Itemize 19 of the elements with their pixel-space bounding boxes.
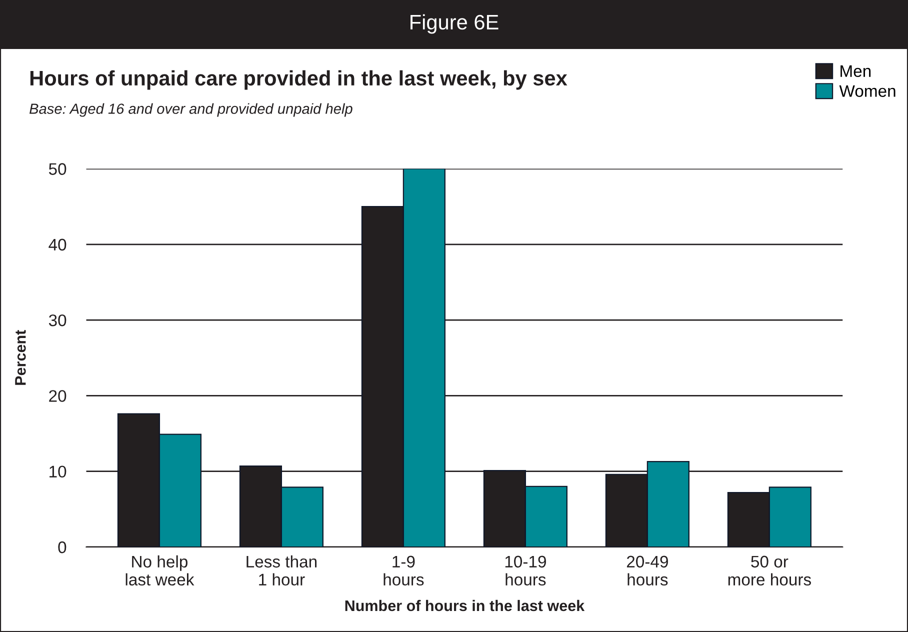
y-tick-label: 10 — [50, 466, 66, 478]
chart-subtitle: Base: Aged 16 and over and provided unpaid help — [30, 103, 352, 117]
y-tick-label: 0 — [58, 541, 66, 554]
x-tick-label: No help last week — [126, 555, 194, 586]
y-tick-label: 30 — [48, 314, 66, 326]
x-tick-label: 50 or more hours — [728, 556, 811, 586]
y-axis-title: Percent — [15, 330, 26, 385]
x-axis-title: Number of hours in the last week — [345, 600, 585, 612]
y-tick-label: 20 — [49, 390, 66, 402]
x-tick-label: 20-49 hours — [626, 556, 668, 586]
legend-label: Men — [840, 65, 871, 77]
legend-label: Women — [839, 85, 896, 97]
x-tick-label: Less than 1 hour — [246, 555, 317, 586]
caption: Figure 6E — [410, 14, 498, 34]
y-tick-label: 50 — [48, 163, 66, 175]
y-tick-label: 40 — [48, 238, 66, 251]
x-tick-label: 10-19 hours — [505, 556, 546, 586]
x-tick-label: 1-9 hours — [384, 556, 424, 586]
chart-title: Hours of unpaid care provided in the last week, by sex — [30, 70, 568, 90]
